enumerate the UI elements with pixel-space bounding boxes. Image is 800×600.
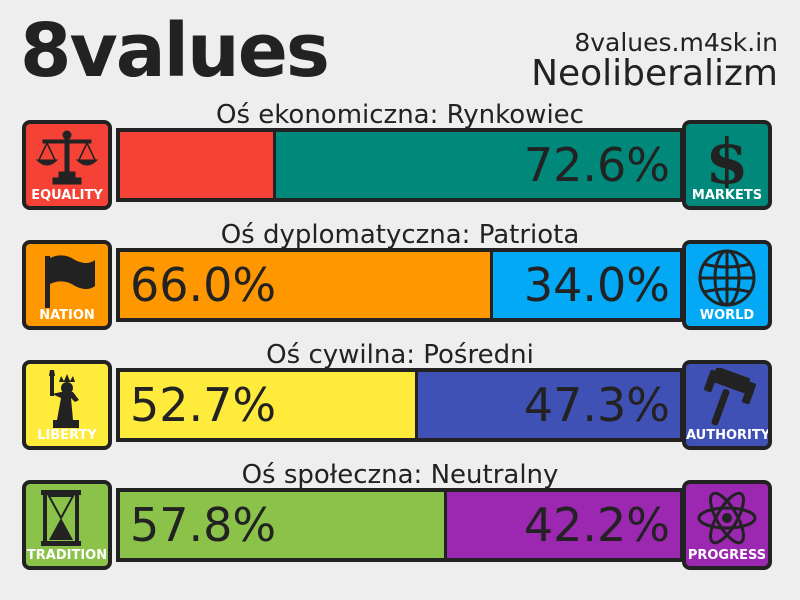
liberty-label: LIBERTY <box>37 428 97 444</box>
liberty-icon-box: LIBERTY <box>22 360 112 450</box>
tradition-icon-box: TRADITION <box>22 480 112 570</box>
equality-label: EQUALITY <box>31 188 103 204</box>
svg-text:$: $ <box>705 128 748 188</box>
authority-label: AUTHORITY <box>686 428 771 444</box>
flag-icon <box>45 255 95 308</box>
scales-icon <box>35 130 99 185</box>
progress-percent: 42.2% <box>523 498 670 552</box>
progress-icon-box: PROGRESS <box>682 480 772 570</box>
economic-bar: 72.6% <box>116 128 684 202</box>
ideology-result: Neoliberalizm <box>531 53 778 94</box>
markets-segment: 72.6% <box>273 132 680 198</box>
liberty-percent: 52.7% <box>130 378 277 432</box>
diplomatic-bar: 66.0% 34.0% <box>116 248 684 322</box>
liberty-segment: 52.7% <box>120 372 416 438</box>
world-segment: 34.0% <box>489 252 680 318</box>
authority-segment: 47.3% <box>415 372 680 438</box>
nation-segment: 66.0% <box>120 252 490 318</box>
civil-bar: 52.7% 47.3% <box>116 368 684 442</box>
atom-icon <box>697 491 757 545</box>
axis-title-societal: Oś społeczna: Neutralny <box>241 460 559 490</box>
markets-label: MARKETS <box>691 188 763 204</box>
tradition-percent: 57.8% <box>130 498 277 552</box>
authority-percent: 47.3% <box>523 378 670 432</box>
world-icon-box: WORLD <box>682 240 772 330</box>
site-url: 8values.m4sk.in <box>574 28 778 57</box>
tradition-label: TRADITION <box>26 548 108 564</box>
hourglass-icon <box>41 490 81 546</box>
nation-label: NATION <box>39 308 95 324</box>
authority-icon-box: AUTHORITY <box>682 360 772 450</box>
societal-bar: 57.8% 42.2% <box>116 488 684 562</box>
world-label: WORLD <box>699 308 755 324</box>
world-percent: 34.0% <box>523 258 670 312</box>
equality-segment <box>120 132 274 198</box>
dollar-icon: $ <box>705 128 748 188</box>
equality-icon-box: EQUALITY <box>22 120 112 210</box>
brand-title: 8values <box>20 8 330 94</box>
nation-icon-box: NATION <box>22 240 112 330</box>
nation-percent: 66.0% <box>130 258 277 312</box>
axis-title-civil: Oś cywilna: Pośredni <box>266 340 534 370</box>
tradition-segment: 57.8% <box>120 492 444 558</box>
statue-of-liberty-icon <box>49 370 79 428</box>
markets-percent: 72.6% <box>523 138 670 192</box>
globe-icon <box>698 249 756 307</box>
axis-title-economic: Oś ekonomiczna: Rynkowiec <box>216 100 584 130</box>
progress-label: PROGRESS <box>687 548 767 564</box>
progress-segment: 42.2% <box>443 492 680 558</box>
markets-icon-box: $ MARKETS <box>682 120 772 210</box>
axis-title-diplomatic: Oś dyplomatyczna: Patriota <box>220 220 580 250</box>
gavel-icon <box>704 368 756 426</box>
